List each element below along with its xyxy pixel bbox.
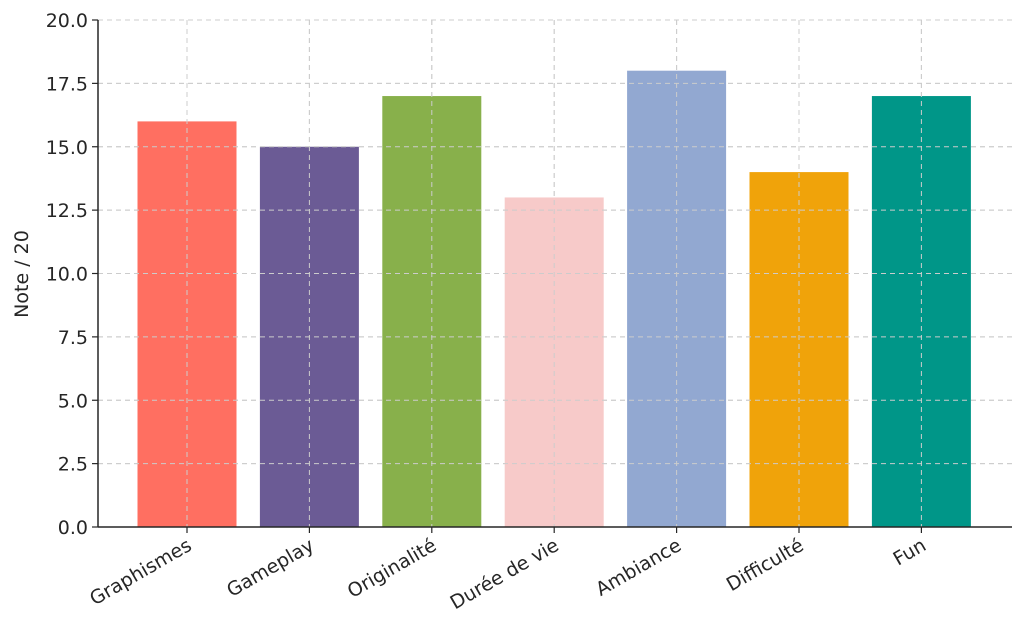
x-tick-label: Durée de vie [446, 534, 562, 614]
y-tick-label: 12.5 [46, 200, 88, 222]
bar-graphismes [137, 121, 237, 528]
y-tick-label: 10.0 [46, 264, 88, 286]
y-tick-label: 7.5 [58, 327, 88, 349]
bars [98, 19, 1012, 528]
x-tick-label: Gameplay [223, 534, 318, 601]
x-tick-label: Graphismes [86, 534, 195, 610]
y-tick-label: 15.0 [46, 137, 88, 159]
y-tick-label: 0.0 [58, 517, 88, 539]
x-tick-label: Difficulté [723, 534, 808, 596]
x-ticks: Graphismes Gameplay Originalité Durée de vi… [86, 527, 930, 614]
y-ticks: 0.0 2.5 5.0 7.5 10.0 12.5 15.0 17.5 20.0 [46, 10, 98, 539]
x-tick-label: Fun [889, 534, 929, 570]
y-axis-title: Note / 20 [11, 230, 33, 318]
y-tick-label: 5.0 [58, 390, 88, 412]
y-tick-label: 2.5 [58, 454, 88, 476]
y-tick-label: 17.5 [46, 73, 88, 95]
y-tick-label: 20.0 [46, 10, 88, 32]
x-tick-label: Originalité [344, 534, 441, 602]
x-tick-label: Ambiance [592, 534, 685, 600]
